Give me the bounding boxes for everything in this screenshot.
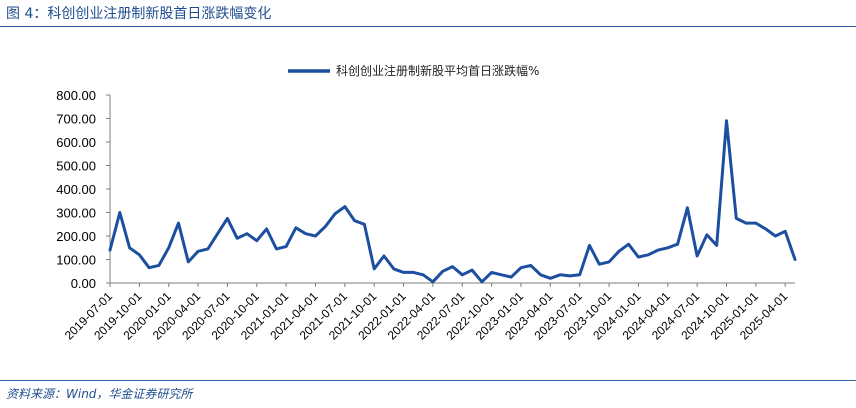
bottom-rule [0, 380, 856, 381]
plot-area [108, 119, 797, 284]
y-tick-label: 700.00 [56, 112, 96, 127]
y-tick-label: 200.00 [56, 229, 96, 244]
top-rule [0, 26, 856, 27]
source-note: 资料来源：Wind，华金证券研究所 [6, 387, 193, 401]
y-tick-label: 0.00 [71, 276, 96, 291]
legend-label: 科创创业注册制新股平均首日涨跌幅% [336, 63, 539, 78]
y-tick-label: 100.00 [56, 253, 96, 268]
y-tick-label: 400.00 [56, 182, 96, 197]
line-chart: 科创创业注册制新股平均首日涨跌幅% 800.00 700.00 600.00 500.… [56, 63, 797, 343]
y-tick-label: 300.00 [56, 206, 96, 221]
x-axis: 2019-07-012019-10-012020-01-012020-04-01… [62, 282, 795, 343]
y-axis: 800.00 700.00 600.00 500.00 400.00 300.00 200.… [56, 88, 111, 291]
figure-title: 图 4：科创创业注册制新股首日涨跌幅变化 [6, 6, 272, 22]
y-tick-label: 500.00 [56, 159, 96, 174]
chart-legend: 科创创业注册制新股平均首日涨跌幅% [288, 63, 539, 78]
y-tick-label: 600.00 [56, 135, 96, 150]
y-tick-label: 800.00 [56, 88, 96, 103]
series-line [108, 119, 797, 284]
